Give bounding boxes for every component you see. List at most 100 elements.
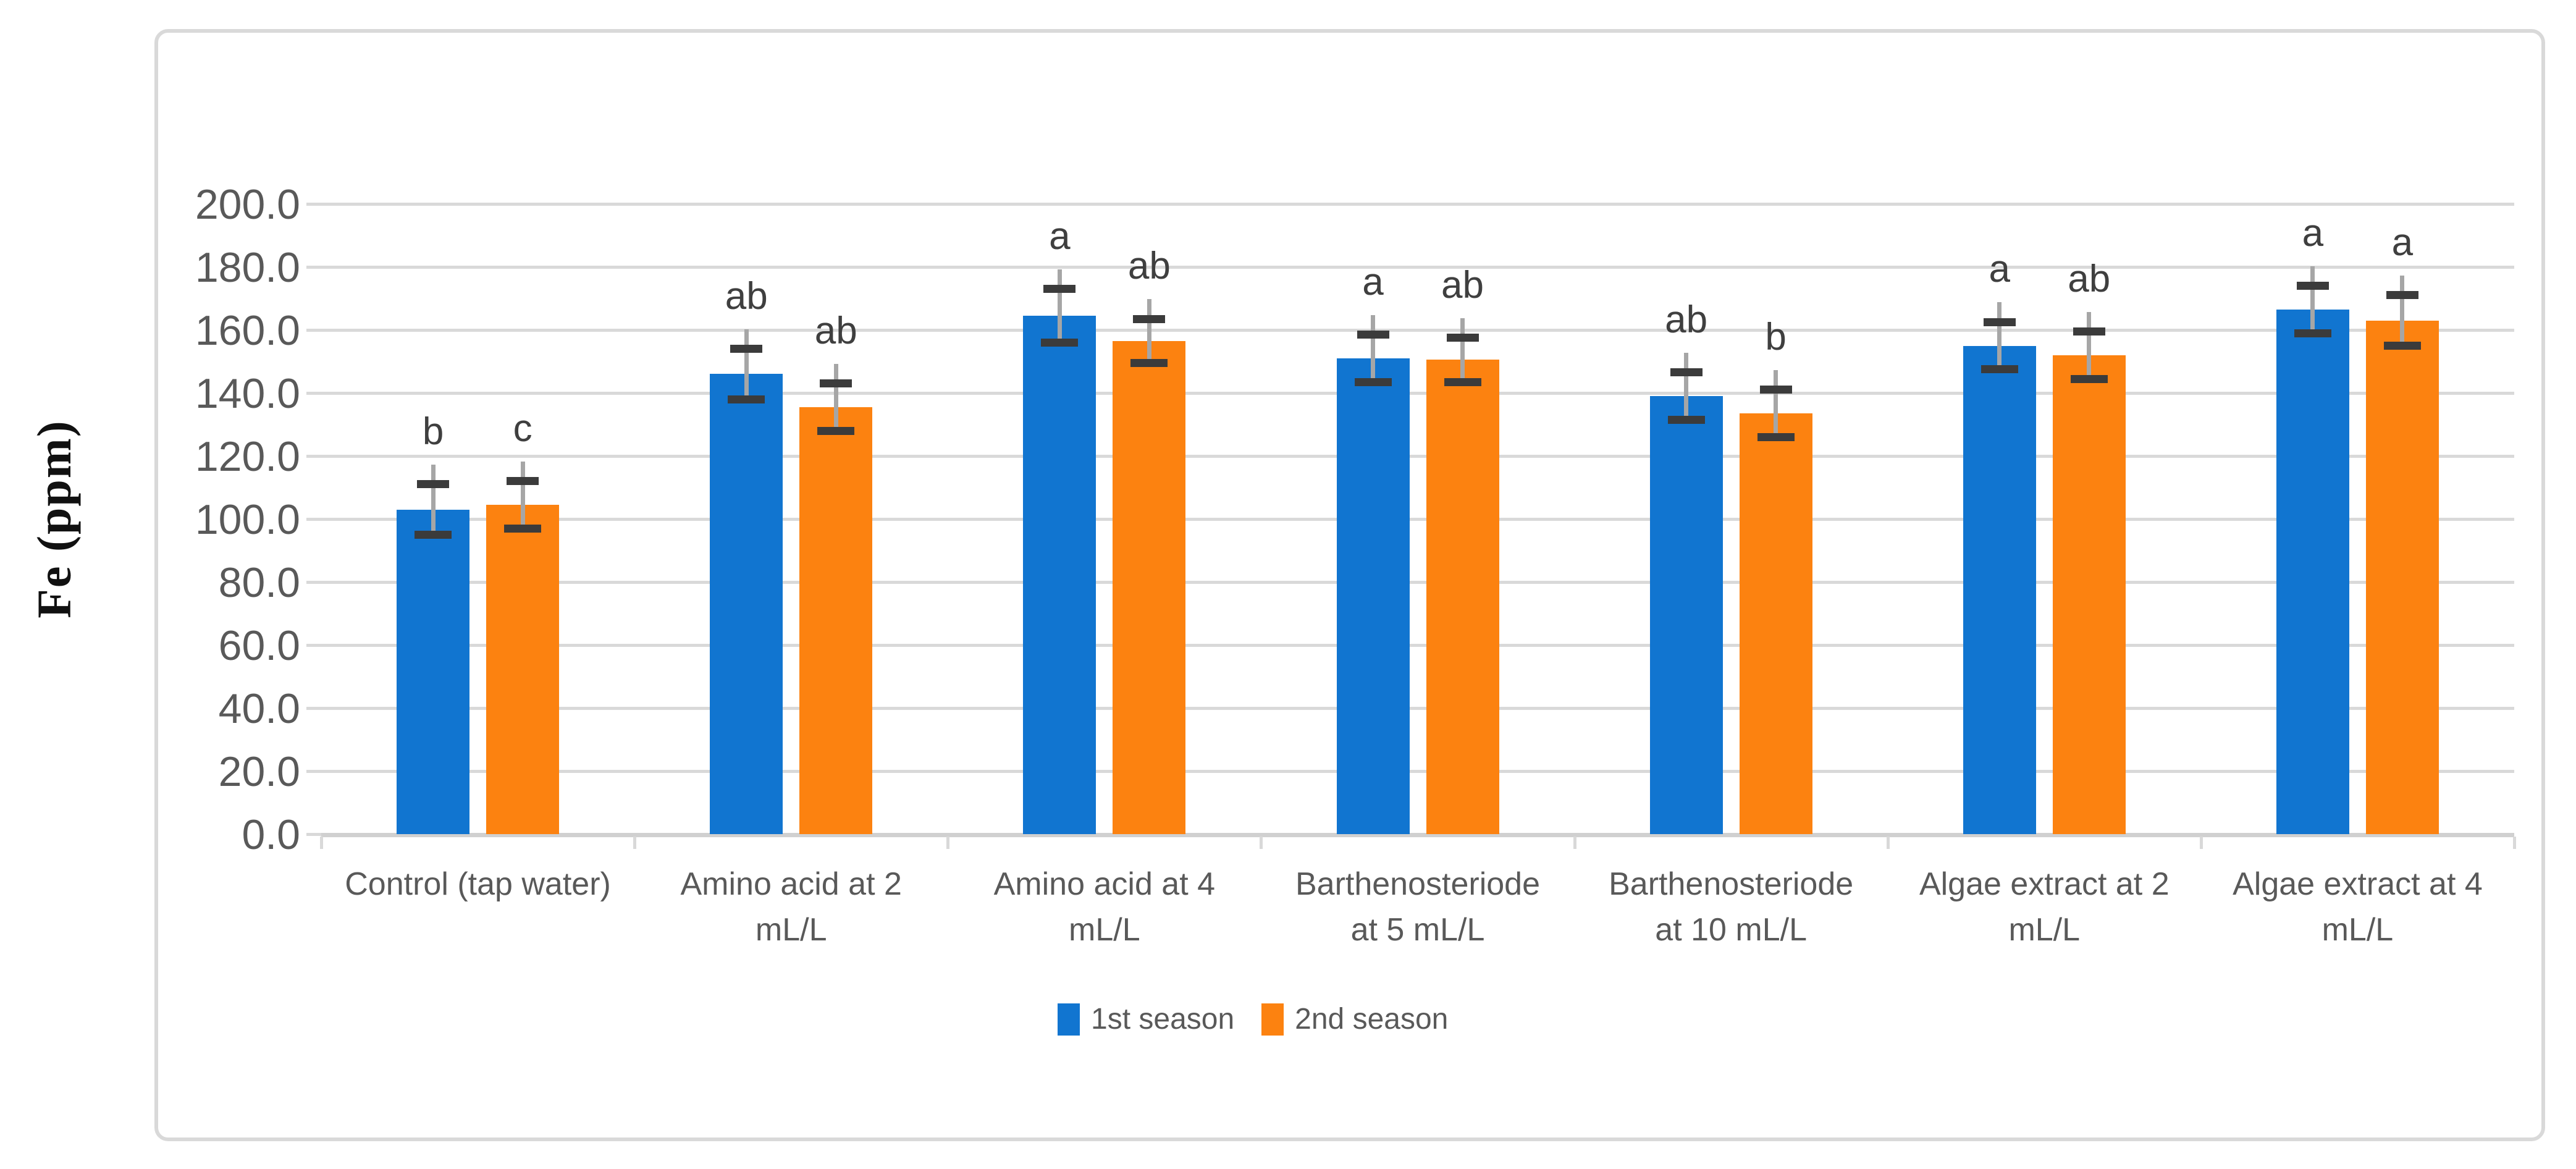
error-bar-whisker — [520, 461, 525, 533]
error-bar-bottom-cap — [1444, 378, 1481, 386]
bar-2nd-season-cat7 — [2365, 320, 2439, 834]
error-bar-whisker — [2400, 275, 2405, 350]
y-tick-label: 40.0 — [218, 685, 300, 732]
significance-letter: ab — [2068, 257, 2111, 300]
y-tick-label: 100.0 — [195, 496, 300, 543]
y-tick-label: 200.0 — [195, 181, 300, 228]
gridline — [321, 329, 2514, 332]
error-bar-whisker — [1371, 314, 1375, 386]
y-axis-tick — [306, 266, 321, 269]
x-axis-tick — [1886, 837, 1890, 849]
y-tick-label: 140.0 — [195, 370, 300, 417]
significance-letter: ab — [814, 309, 857, 352]
bar-2nd-season-cat4 — [1426, 360, 1499, 834]
category-label: Algae extract at 2 mL/L — [1919, 866, 2170, 948]
plot-area — [321, 203, 2514, 837]
bar-1st-season-cat7 — [2276, 309, 2349, 834]
y-axis-tick — [306, 707, 321, 710]
y-axis-title: Fe (ppm) — [27, 420, 81, 618]
x-axis-tick — [633, 837, 637, 849]
error-bar-top-cap — [2386, 291, 2418, 300]
error-bar-top-cap — [1043, 285, 1076, 293]
error-bar-top-cap — [1446, 334, 1479, 342]
error-bar-whisker — [1774, 369, 1778, 441]
category-label: Barthenosteriode at 10 mL/L — [1609, 866, 1854, 948]
significance-letter: c — [513, 407, 532, 450]
legend-item-2nd-season: 2nd season — [1261, 1003, 1448, 1036]
gridline — [321, 392, 2514, 395]
legend-swatch-2nd-season-icon — [1261, 1003, 1284, 1036]
category-label: Algae extract at 4 mL/L — [2233, 866, 2483, 948]
significance-letter: ab — [725, 274, 768, 318]
y-axis-tick — [306, 581, 321, 584]
significance-letter: ab — [1441, 263, 1484, 306]
error-bar-whisker — [833, 363, 838, 435]
error-bar-whisker — [744, 329, 749, 403]
gridline — [321, 518, 2514, 521]
x-axis-tick — [2199, 837, 2203, 849]
error-bar-bottom-cap — [1354, 378, 1392, 386]
error-bar-top-cap — [1983, 318, 2016, 326]
error-bar-whisker — [431, 464, 436, 539]
category-label: Amino acid at 4 mL/L — [993, 866, 1216, 948]
error-bar-bottom-cap — [2383, 342, 2421, 350]
significance-letter: a — [2302, 211, 2324, 255]
error-bar-bottom-cap — [2070, 374, 2108, 383]
bar-2nd-season-cat5 — [1739, 413, 1812, 834]
gridline — [321, 707, 2514, 710]
y-tick-label: 60.0 — [218, 622, 300, 669]
significance-letter: a — [1049, 214, 1071, 258]
y-tick-label: 120.0 — [195, 433, 300, 480]
error-bar-bottom-cap — [1757, 433, 1795, 441]
gridline — [321, 203, 2514, 206]
x-axis-tick — [320, 837, 323, 849]
error-bar-whisker — [1057, 269, 1062, 347]
gridline — [321, 266, 2514, 269]
error-bar-top-cap — [820, 379, 852, 388]
y-tick-label: 80.0 — [218, 559, 300, 606]
x-axis-tick — [1260, 837, 1263, 849]
significance-letter: ab — [1665, 298, 1708, 341]
bar-2nd-season-cat3 — [1113, 340, 1186, 834]
significance-letter: a — [1362, 260, 1384, 303]
gridline — [321, 770, 2514, 773]
category-label: Amino acid at 2 mL/L — [680, 866, 902, 948]
bar-1st-season-cat3 — [1023, 316, 1096, 834]
error-bar-bottom-cap — [1980, 365, 2018, 374]
error-bar-bottom-cap — [1041, 338, 1079, 347]
x-axis-tick — [1573, 837, 1576, 849]
legend-swatch-1st-season-icon — [1058, 1003, 1080, 1036]
error-bar-top-cap — [2296, 282, 2329, 290]
legend-label-2nd-season: 2nd season — [1295, 1003, 1449, 1036]
error-bar-whisker — [1147, 299, 1151, 367]
error-bar-top-cap — [1670, 368, 1703, 377]
y-axis-tick — [306, 518, 321, 521]
significance-letter: a — [1989, 248, 2011, 291]
gridline — [321, 581, 2514, 584]
gridline — [321, 644, 2514, 647]
gridline — [321, 833, 2514, 837]
y-tick-label: 180.0 — [195, 244, 300, 291]
legend-item-1st-season: 1st season — [1058, 1003, 1234, 1036]
error-bar-bottom-cap — [2294, 329, 2331, 337]
error-bar-whisker — [1460, 318, 1465, 386]
error-bar-top-cap — [1133, 314, 1166, 323]
bar-1st-season-cat1 — [397, 509, 470, 834]
y-axis-tick — [306, 833, 321, 836]
bar-2nd-season-cat2 — [799, 407, 873, 834]
category-label: Barthenosteriode at 5 mL/L — [1295, 866, 1541, 948]
bar-1st-season-cat5 — [1649, 396, 1723, 834]
legend-label-1st-season: 1st season — [1091, 1003, 1235, 1036]
error-bar-top-cap — [2073, 327, 2105, 336]
bar-1st-season-cat2 — [710, 374, 783, 834]
bar-1st-season-cat6 — [1963, 345, 2036, 834]
bar-1st-season-cat4 — [1336, 358, 1410, 834]
y-axis-tick — [306, 203, 321, 206]
x-axis-tick — [2513, 837, 2516, 849]
y-tick-label: 0.0 — [242, 811, 300, 858]
error-bar-bottom-cap — [504, 524, 542, 533]
error-bar-top-cap — [1759, 386, 1792, 394]
error-bar-top-cap — [1357, 331, 1389, 339]
bar-2nd-season-cat1 — [486, 505, 560, 834]
